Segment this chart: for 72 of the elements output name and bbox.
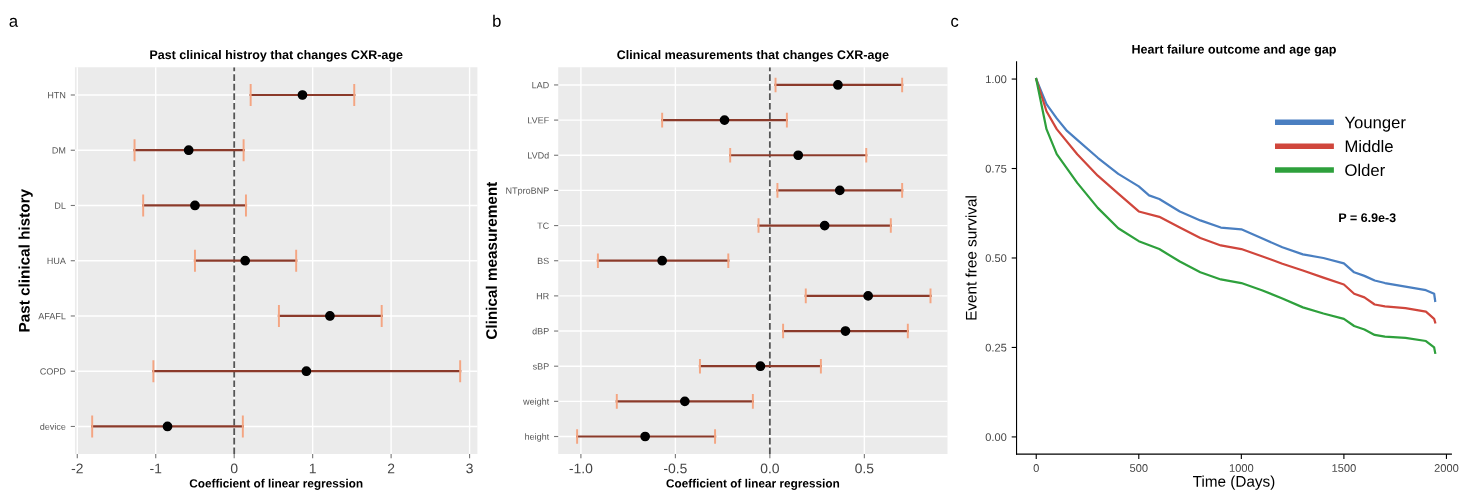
point — [833, 80, 843, 90]
x-tick-label: 3 — [466, 463, 473, 474]
y-tick-label: height — [525, 433, 550, 442]
x-tick-label: 0 — [230, 463, 238, 474]
y-tick-label: 1.00 — [986, 75, 1007, 84]
x-tick-label: -2 — [71, 463, 83, 474]
point — [679, 396, 690, 407]
x-tick-label: 1000 — [1229, 464, 1254, 472]
x-tick-label: 0 — [1033, 464, 1039, 472]
x-tick-label: 1 — [309, 463, 316, 474]
y-tick-label: DL — [55, 202, 66, 209]
x-tick-label: 2000 — [1434, 464, 1459, 472]
y-tick-label: 0.75 — [985, 164, 1007, 173]
y-tick-label: COPD — [40, 368, 66, 375]
point — [657, 255, 668, 266]
x-axis-title: Time (Days) — [1193, 475, 1275, 490]
y-tick-label: LVEF — [528, 117, 549, 124]
legend-label: Older — [1345, 163, 1385, 177]
y-tick-label: LVDd — [528, 151, 549, 159]
text: a — [9, 17, 19, 27]
y-tick-label: weight — [523, 398, 550, 407]
y-tick-label: LAD — [532, 82, 549, 89]
chart-title: Heart failure outcome and age gap — [1132, 44, 1336, 57]
point — [793, 150, 804, 161]
chart-title: Clinical measurements that changes CXR-age — [617, 49, 889, 62]
point — [640, 431, 651, 442]
y-tick-label: HUA — [47, 257, 66, 265]
point — [834, 185, 845, 196]
y-tick-label: AFAFL — [38, 313, 66, 320]
legend-label: Middle — [1345, 139, 1393, 153]
point — [190, 200, 200, 211]
annotation: P = 6.9e-3 — [1339, 213, 1396, 223]
point — [863, 291, 873, 301]
y-tick-label: HTN — [48, 92, 66, 99]
x-tick-label: 0.0 — [760, 463, 779, 474]
y-axis-title: Past clinical history — [18, 189, 33, 332]
x-tick-label: 1500 — [1332, 464, 1356, 472]
y-tick-label: DM — [52, 147, 66, 154]
y-tick-label: 0.25 — [985, 343, 1007, 352]
y-tick-label: 0.00 — [985, 433, 1007, 442]
point — [297, 90, 308, 100]
point — [183, 145, 194, 156]
x-axis-title: Coefficient of linear regression — [189, 478, 363, 490]
x-tick-label: 2 — [387, 463, 395, 474]
point — [325, 311, 335, 321]
y-axis-title: Clinical measurement — [485, 181, 497, 340]
y-tick-label: NTproBNP — [506, 187, 549, 196]
point — [840, 326, 851, 336]
y-axis-title: Event free survival — [965, 196, 977, 320]
x-tick-label: -0.5 — [664, 463, 687, 474]
y-tick-label: TC — [537, 222, 549, 229]
y-tick-label: sBP — [532, 363, 549, 370]
x-tick-label: -1.0 — [569, 463, 593, 474]
text: b — [493, 14, 501, 27]
legend-label: Younger — [1344, 116, 1406, 132]
point — [819, 220, 830, 231]
point — [162, 421, 173, 432]
point — [240, 255, 251, 266]
y-tick-label: BS — [537, 257, 549, 265]
point — [301, 366, 312, 377]
y-tick-label: dBP — [532, 327, 549, 335]
chart-title: Past clinical histroy that changes CXR-age — [150, 49, 403, 62]
y-tick-label: HR — [536, 292, 549, 300]
x-axis-title: Coefficient of linear regression — [666, 478, 840, 490]
y-tick-label: 0.50 — [985, 254, 1007, 263]
point — [719, 115, 730, 125]
point — [755, 361, 766, 372]
y-tick-label: device — [40, 423, 66, 430]
x-tick-label: -1 — [150, 463, 162, 474]
text: c — [951, 17, 959, 27]
x-tick-label: 500 — [1129, 464, 1148, 472]
x-tick-label: 0.5 — [855, 463, 874, 474]
